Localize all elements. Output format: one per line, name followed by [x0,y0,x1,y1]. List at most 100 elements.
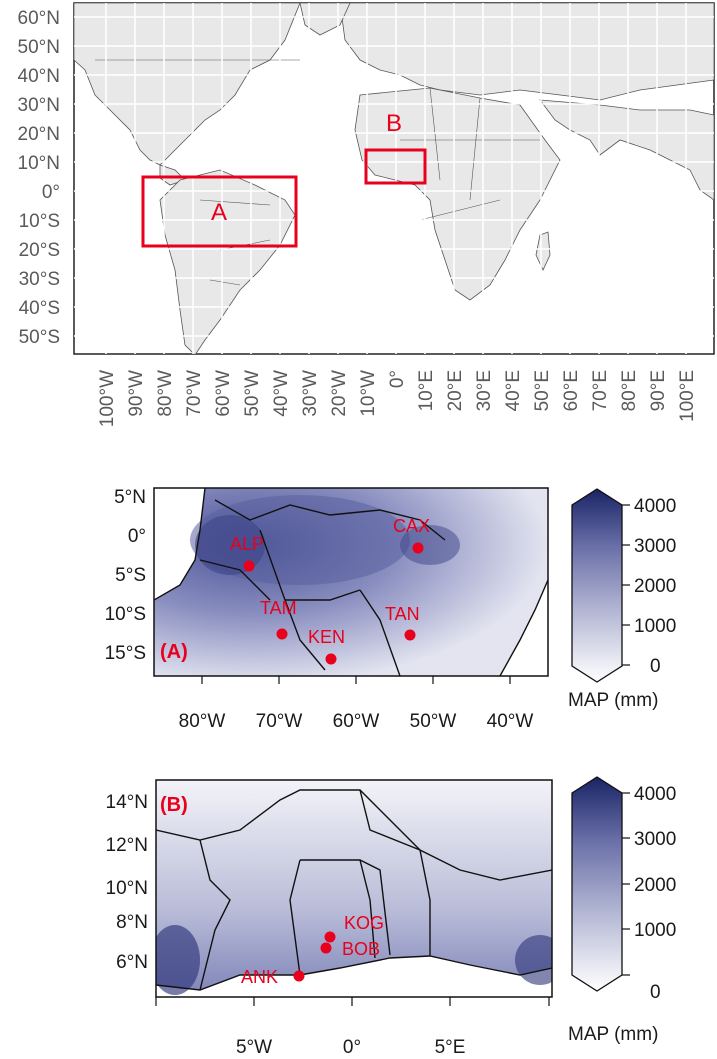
lon-label: 10°E [416,370,437,411]
lon-label: 60°W [213,370,234,417]
site-label: KOG [344,913,384,933]
colorbar-title: MAP (mm) [568,690,658,711]
lon-label: 70°W [256,711,303,732]
colorbar-title: MAP (mm) [568,1024,658,1045]
colorbar-tick: 0 [650,982,661,1003]
region-b-box [364,148,427,185]
colorbar-tick: 3000 [634,829,676,850]
overview-grid [74,3,714,354]
lon-label: 60°E [561,370,582,411]
site-marker [320,942,332,954]
lon-label: 5°E [435,1037,466,1058]
lat-label: 8°N [116,912,148,933]
site-label: CAX [393,516,430,536]
overview-lat-labels: 60°N 50°N 40°N 30°N 20°N 10°N 0° 10°S 20… [18,8,60,348]
colorbar-tick: 1000 [634,616,676,637]
lat-label: 6°N [116,952,148,973]
lon-label: 80°W [179,711,226,732]
lat-label: 15°S [105,643,146,664]
lat-label: 40°N [18,66,60,87]
site-label: TAM [260,598,297,618]
site-label: ALP [230,534,264,554]
lon-label: 5°W [236,1037,272,1058]
lat-label: 50°S [19,327,60,348]
lat-label: 50°N [18,37,60,58]
lon-label: 90°W [126,370,147,417]
panel-a-sites: ALP CAX TAM TAN KEN [230,516,430,665]
site-marker [404,629,416,641]
site-marker [293,970,305,982]
panel-b-map [156,780,552,997]
region-b-label: B [386,110,402,137]
lon-label: 0° [343,1037,361,1058]
lat-label: 0° [42,182,60,203]
lat-label: 14°N [106,792,148,813]
lon-label: 30°E [474,370,495,411]
lat-label: 40°S [19,298,60,319]
colorbar-tick: 3000 [634,536,676,557]
site-marker [324,931,336,943]
overview-map: A B 60°N 50°N 40°N 30°N 20°N 10°N 0° 10°… [18,2,715,427]
lat-label: 10°N [18,153,60,174]
lon-label: 40°W [271,370,292,417]
site-label: ANK [241,967,278,987]
colorbar-tick: 1000 [634,920,676,941]
lon-label: 100°E [677,370,698,422]
lon-label: 0° [387,370,408,388]
lon-label: 100°W [97,370,118,427]
site-label: TAN [385,604,420,624]
lon-label: 90°E [648,370,669,411]
lon-label: 50°W [410,711,457,732]
lon-label: 40°E [503,370,524,411]
colorbar-tick: 0 [650,656,661,677]
colorbar-tick: 4000 [634,496,676,517]
lat-label: 5°N [114,487,146,508]
panel-a-lat-labels: 5°N 0° 5°S 10°S 15°S [105,487,146,664]
lon-label: 10°W [358,370,379,417]
lon-label: 50°E [532,370,553,411]
lon-label: 50°W [242,370,263,417]
lat-label: 0° [128,526,146,547]
site-label: KEN [308,627,345,647]
lat-label: 12°N [106,835,148,856]
site-label: BOB [342,939,380,959]
lon-label: 70°W [184,370,205,417]
colorbar-tick: 4000 [634,784,676,805]
panel-b-lon-labels: 5°W 0° 5°E [155,997,550,1058]
lon-label: 20°W [329,370,350,417]
panel-a-colorbar: 4000 3000 2000 1000 0 MAP (mm) [568,488,676,711]
lon-label: 70°E [590,370,611,411]
lat-label: 10°S [105,604,146,625]
panel-b-lat-labels: 14°N 12°N 10°N 8°N 6°N [106,792,148,973]
panel-b-colorbar: 4000 3000 2000 1000 0 MAP (mm) [568,776,676,1045]
region-a-label: A [211,199,227,226]
site-marker [325,653,337,665]
colorbar-tick: 2000 [634,875,676,896]
lon-label: 60°W [333,711,380,732]
lon-label: 80°W [155,370,176,417]
region-a-box [141,175,298,248]
lon-label: 20°E [445,370,466,411]
site-marker [276,628,288,640]
lat-label: 10°N [106,878,148,899]
lat-label: 20°S [19,240,60,261]
panel-b-sites: KOG BOB ANK [241,913,384,987]
site-marker [412,542,424,554]
panel-b-label: (B) [160,794,188,816]
panel-b: KOG BOB ANK (B) 14°N 12°N 10°N 8°N 6°N 5… [106,776,676,1058]
panel-a: ALP CAX TAM TAN KEN (A) 5°N 0° 5°S 10°S … [105,487,677,732]
site-marker [243,560,255,572]
colorbar-tick: 2000 [634,576,676,597]
lat-label: 30°N [18,95,60,116]
lat-label: 30°S [19,269,60,290]
lon-label: 30°W [300,370,321,417]
lat-label: 20°N [18,124,60,145]
lat-label: 10°S [19,211,60,232]
overview-lon-labels: 100°W 90°W 80°W 70°W 60°W 50°W 40°W 30°W… [97,370,698,427]
lat-label: 60°N [18,8,60,29]
lat-label: 5°S [115,565,146,586]
panel-a-map [154,488,548,676]
panel-a-lon-labels: 80°W 70°W 60°W 50°W 40°W [179,676,533,732]
lon-label: 80°E [619,370,640,411]
